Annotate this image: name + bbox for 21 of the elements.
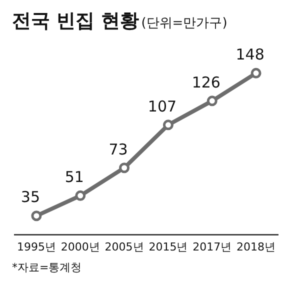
data-label: 51 [64,168,84,186]
data-label: 107 [148,97,177,116]
chart-subtitle: (단위=만가구) [141,15,228,32]
chart-title: 전국 빈집 현황 [12,9,140,34]
data-label: 35 [20,188,40,206]
data-label: 73 [108,140,128,158]
x-tick-label: 1995년 [16,240,56,254]
data-label: 148 [236,46,264,64]
point [119,162,130,174]
x-tick-label: 2005년 [104,240,144,254]
data-label: 126 [192,73,220,92]
x-tick-label: 2015년 [148,240,188,254]
point [162,120,174,130]
x-tick-label: 2017년 [192,240,232,254]
x-tick-label: 2000년 [60,240,100,254]
point [250,68,262,78]
point [75,190,86,201]
x-tick-label: 2018년 [236,240,276,254]
point [31,210,42,222]
point [206,96,218,106]
text: *자료=통계청 [11,260,83,275]
